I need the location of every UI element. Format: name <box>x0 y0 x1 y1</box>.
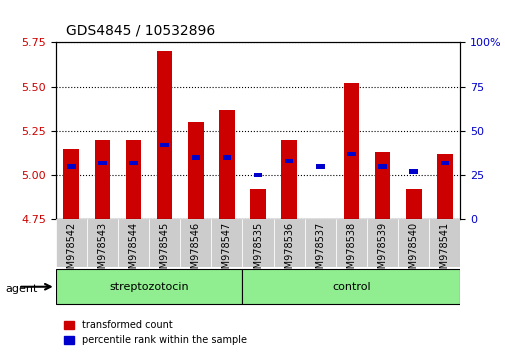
Bar <box>188 122 203 219</box>
Bar <box>343 83 359 219</box>
FancyBboxPatch shape <box>87 219 118 267</box>
Text: GDS4845 / 10532896: GDS4845 / 10532896 <box>66 23 215 37</box>
Bar <box>284 159 293 163</box>
Bar <box>98 161 107 165</box>
Text: GSM978541: GSM978541 <box>439 222 449 281</box>
FancyBboxPatch shape <box>242 219 273 267</box>
Bar <box>254 173 262 177</box>
Text: GSM978543: GSM978543 <box>97 222 107 281</box>
Bar <box>436 154 452 219</box>
FancyBboxPatch shape <box>180 219 211 267</box>
Bar <box>219 110 234 219</box>
Bar <box>94 140 110 219</box>
FancyBboxPatch shape <box>428 219 460 267</box>
Bar <box>157 51 172 219</box>
Bar <box>125 140 141 219</box>
Bar <box>160 143 169 147</box>
FancyBboxPatch shape <box>242 269 460 304</box>
Bar <box>346 152 355 156</box>
Text: GSM978536: GSM978536 <box>284 222 293 281</box>
FancyBboxPatch shape <box>273 219 304 267</box>
Bar <box>374 152 390 219</box>
Text: streptozotocin: streptozotocin <box>109 282 188 292</box>
Text: GSM978539: GSM978539 <box>377 222 387 281</box>
Text: GSM978542: GSM978542 <box>66 222 76 281</box>
Bar <box>409 170 417 174</box>
Bar <box>222 155 231 160</box>
Text: GSM978547: GSM978547 <box>222 222 231 281</box>
Text: agent: agent <box>5 284 37 293</box>
Text: GSM978535: GSM978535 <box>252 222 263 281</box>
Text: GSM978545: GSM978545 <box>160 222 169 281</box>
Bar <box>281 140 296 219</box>
FancyBboxPatch shape <box>335 219 366 267</box>
Bar <box>63 149 79 219</box>
Bar <box>67 164 75 169</box>
Text: GSM978538: GSM978538 <box>346 222 356 281</box>
Text: control: control <box>331 282 370 292</box>
FancyBboxPatch shape <box>304 219 335 267</box>
Bar <box>378 164 386 169</box>
Text: GSM978544: GSM978544 <box>128 222 138 281</box>
Bar <box>440 161 448 165</box>
FancyBboxPatch shape <box>56 269 242 304</box>
FancyBboxPatch shape <box>149 219 180 267</box>
Legend: transformed count, percentile rank within the sample: transformed count, percentile rank withi… <box>61 316 250 349</box>
FancyBboxPatch shape <box>397 219 428 267</box>
Bar <box>250 189 265 237</box>
FancyBboxPatch shape <box>211 219 242 267</box>
FancyBboxPatch shape <box>56 219 87 267</box>
Bar <box>316 164 324 169</box>
Bar <box>191 155 199 160</box>
Text: GSM978540: GSM978540 <box>408 222 418 281</box>
FancyBboxPatch shape <box>366 219 397 267</box>
Bar <box>129 161 137 165</box>
Text: GSM978537: GSM978537 <box>315 222 325 281</box>
Bar <box>312 219 327 234</box>
FancyBboxPatch shape <box>118 219 149 267</box>
Bar <box>405 189 421 237</box>
Text: GSM978546: GSM978546 <box>190 222 200 281</box>
